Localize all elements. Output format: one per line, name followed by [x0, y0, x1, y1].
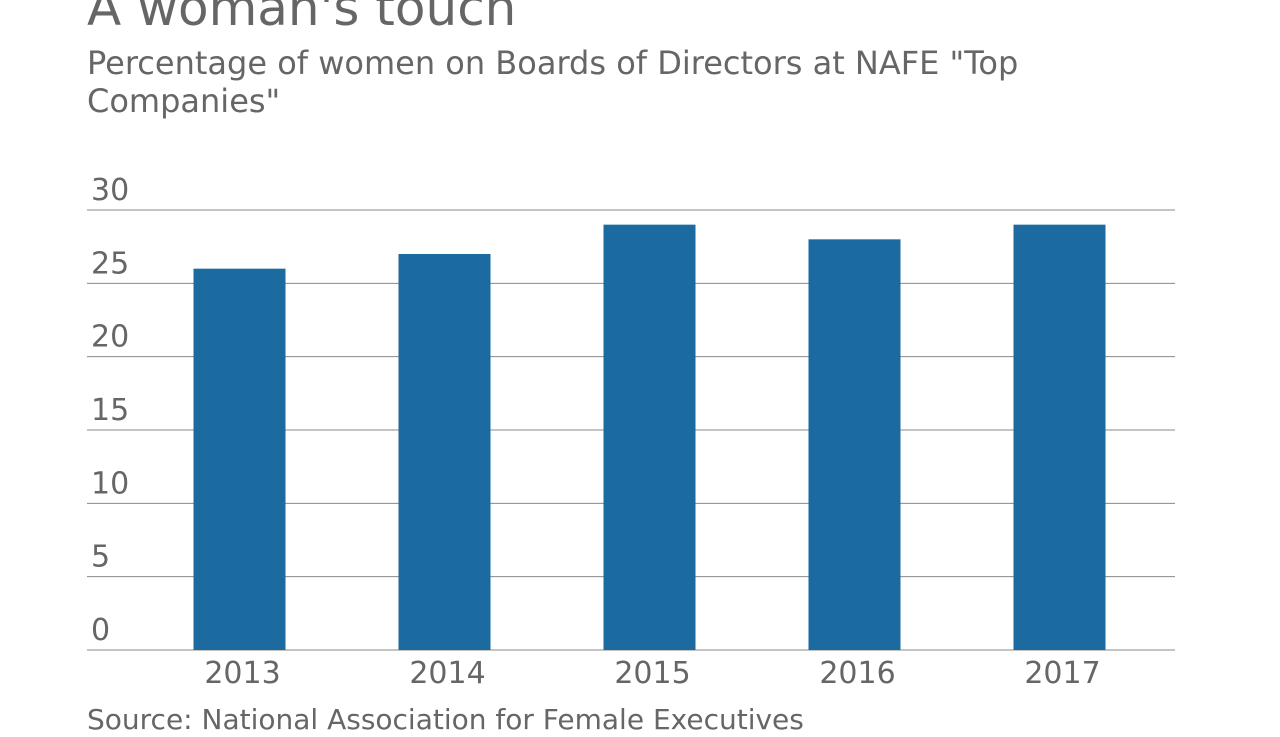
bar-2016: [808, 239, 901, 651]
y-tick-label: 10: [91, 466, 129, 501]
chart-title: A woman's touch: [87, 0, 517, 37]
x-axis-ticks: 2013 2014 2015 2016 2017: [204, 656, 1100, 691]
y-tick-label: 20: [91, 320, 129, 355]
y-tick-label: 5: [91, 540, 110, 575]
chart-subtitle: Percentage of women on Boards of Directo…: [87, 44, 1019, 120]
bar-2014: [398, 254, 491, 650]
y-tick-label: 15: [91, 393, 129, 428]
x-tick-label: 2013: [204, 656, 280, 691]
bars: [193, 224, 1106, 651]
y-tick-label: 30: [91, 173, 129, 208]
x-tick-label: 2015: [614, 656, 690, 691]
x-tick-label: 2014: [409, 656, 485, 691]
source-note: Source: National Association for Female …: [87, 703, 804, 736]
y-axis-ticks: 0 5 10 15 20 25 30: [91, 173, 129, 648]
y-tick-label: 25: [91, 246, 129, 281]
bar-2013: [193, 268, 286, 650]
bar-2015: [603, 224, 696, 650]
x-tick-label: 2016: [819, 656, 895, 691]
bar-2017: [1013, 224, 1106, 650]
y-tick-label: 0: [91, 613, 110, 648]
x-tick-label: 2017: [1024, 656, 1100, 691]
bar-chart: 0 5 10 15 20 25 30 2013 2014 2015 2016 2017: [87, 173, 1175, 691]
